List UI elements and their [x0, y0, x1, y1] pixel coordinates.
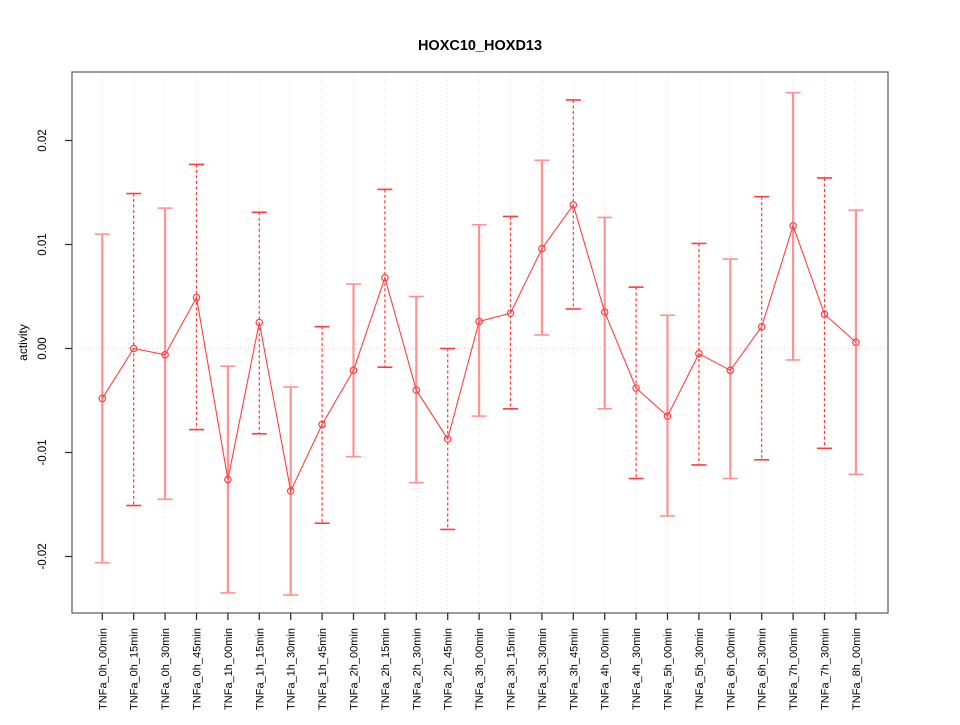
series-line	[101, 203, 857, 493]
data-point	[757, 322, 766, 331]
chart-title: HOXC10_HOXD13	[418, 38, 542, 54]
y-tick-label: 0.02	[37, 129, 49, 151]
data-point	[475, 317, 483, 326]
x-tick-label: TNFa_4h_30min	[631, 628, 643, 710]
x-tick-label: TNFa_6h_00min	[725, 628, 737, 710]
x-tick-label: TNFa_4h_00min	[600, 628, 612, 710]
x-tick-label: TNFa_1h_00min	[223, 628, 235, 710]
data-point	[538, 244, 546, 253]
plot-border	[71, 71, 889, 614]
data-point	[98, 394, 107, 403]
x-tick-label: TNFa_3h_30min	[537, 628, 549, 710]
axis-ticks	[65, 139, 857, 620]
data-line	[101, 203, 857, 493]
data-point	[600, 308, 609, 316]
data-point	[412, 386, 421, 394]
data-point	[726, 366, 735, 375]
y-tick-label: 0.01	[37, 233, 49, 255]
data-point	[695, 349, 703, 358]
x-tick-label: TNFa_2h_15min	[380, 628, 392, 710]
data-point	[443, 435, 452, 443]
y-tick-label: -0.02	[37, 543, 49, 569]
data-point	[224, 475, 232, 484]
x-tick-label: TNFa_7h_30min	[820, 628, 832, 710]
x-tick-label: TNFa_1h_30min	[286, 628, 298, 710]
data-point	[820, 310, 829, 318]
x-tick-label: TNFa_3h_00min	[474, 628, 486, 710]
data-markers	[98, 201, 860, 495]
x-tick-labels: TNFa_0h_00min TNFa_0h_15min TNFa_0h_30min T…	[97, 628, 863, 710]
x-tick-label: TNFa_0h_00min	[97, 628, 109, 710]
x-tick-label: TNFa_0h_15min	[129, 628, 141, 710]
data-point	[852, 338, 860, 347]
data-point	[506, 309, 515, 317]
x-tick-label: TNFa_5h_30min	[694, 628, 706, 710]
x-tick-label: TNFa_0h_30min	[160, 628, 172, 710]
x-tick-label: TNFa_2h_30min	[411, 628, 423, 710]
x-tick-label: TNFa_2h_45min	[443, 628, 455, 710]
x-tick-label: TNFa_6h_30min	[757, 628, 769, 710]
data-point	[632, 384, 640, 392]
data-point	[349, 366, 358, 375]
data-point	[569, 201, 578, 209]
data-point	[789, 221, 797, 230]
data-point	[381, 273, 389, 282]
x-tick-label: TNFa_0h_45min	[192, 628, 204, 710]
y-tick-label: -0.01	[37, 439, 49, 465]
data-point	[663, 412, 672, 420]
x-tick-label: TNFa_3h_15min	[506, 628, 518, 710]
data-point	[192, 293, 201, 302]
y-tick-labels: -0.02 -0.01 0.00 0.01 0.02	[37, 129, 49, 569]
x-tick-label: TNFa_5h_00min	[663, 628, 675, 710]
x-tick-label: TNFa_8h_00min	[851, 628, 863, 710]
x-tick-label: TNFa_1h_45min	[317, 628, 329, 710]
data-point	[255, 318, 264, 327]
x-tick-label: TNFa_2h_00min	[349, 628, 361, 710]
y-tick-label: 0.00	[37, 337, 49, 359]
data-point	[129, 344, 138, 353]
plot-box	[71, 71, 889, 614]
x-tick-label: TNFa_3h_45min	[568, 628, 580, 710]
data-point	[318, 420, 326, 429]
x-tick-label: TNFa_7h_00min	[788, 628, 800, 710]
y-axis-label: activity	[16, 324, 30, 361]
data-point	[286, 487, 295, 495]
x-tick-label: TNFa_1h_15min	[254, 628, 266, 710]
data-point	[161, 350, 169, 359]
